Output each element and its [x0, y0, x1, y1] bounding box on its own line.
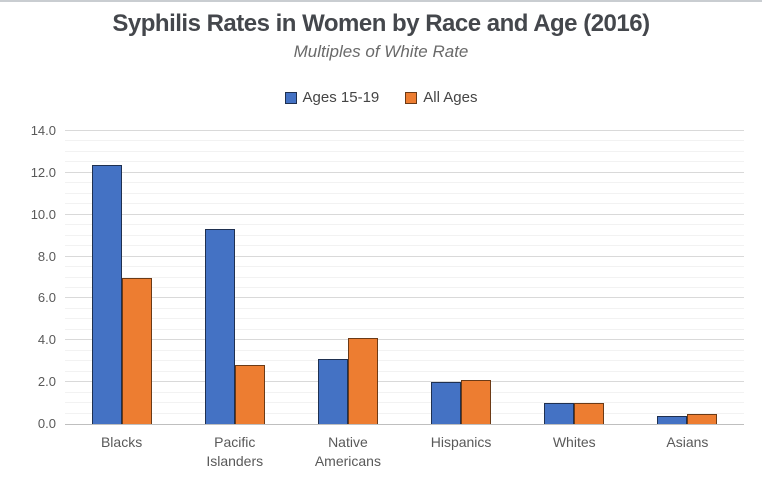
major-gridline	[65, 381, 744, 383]
legend-swatch	[284, 91, 297, 104]
minor-gridline	[65, 182, 744, 184]
plot-area	[65, 130, 744, 425]
x-axis-category-label: Whites	[552, 434, 596, 450]
x-axis-category-label: Asians	[666, 434, 709, 450]
x-axis-category-label: Pacific Islanders	[206, 434, 264, 469]
minor-gridline	[65, 412, 744, 414]
minor-gridline	[65, 140, 744, 142]
major-gridline	[65, 297, 744, 299]
major-gridline	[65, 255, 744, 257]
bar	[431, 382, 462, 424]
bar	[234, 365, 265, 424]
minor-gridline	[65, 402, 744, 404]
minor-gridline	[65, 349, 744, 351]
major-gridline	[65, 213, 744, 215]
minor-gridline	[65, 266, 744, 268]
bar	[544, 403, 575, 424]
minor-gridline	[65, 276, 744, 278]
bar	[574, 403, 605, 424]
minor-gridline	[65, 360, 744, 362]
chart-subtitle: Multiples of White Rate	[293, 42, 469, 61]
minor-gridline	[65, 370, 744, 372]
major-gridline	[65, 339, 744, 341]
y-axis-tick-label: 10.0	[30, 206, 56, 222]
minor-gridline	[65, 224, 744, 226]
y-axis-tick-label: 6.0	[37, 290, 56, 306]
minor-gridline	[65, 150, 744, 152]
minor-gridline	[65, 234, 744, 236]
legend-swatch	[405, 91, 418, 104]
bar	[347, 338, 378, 424]
minor-gridline	[65, 245, 744, 247]
x-axis-category-label: Native Americans	[314, 434, 381, 469]
top-edge	[0, 0, 762, 2]
x-axis-category-label: Blacks	[100, 434, 143, 450]
minor-gridline	[65, 161, 744, 163]
major-gridline	[65, 130, 744, 131]
legend-item: All Ages	[405, 89, 477, 106]
x-axis: Blacks Pacific Islanders Native Americans H…	[65, 433, 744, 477]
x-axis-category-label: Hispanics	[430, 434, 492, 450]
minor-gridline	[65, 203, 744, 205]
minor-gridline	[65, 286, 744, 288]
y-axis-tick-label: 12.0	[30, 164, 56, 180]
y-axis-tick-label: 4.0	[37, 332, 56, 348]
minor-gridline	[65, 328, 744, 330]
y-axis-tick-label: 0.0	[37, 416, 56, 431]
bar	[91, 164, 122, 424]
major-gridline	[65, 171, 744, 173]
bar	[121, 277, 152, 424]
minor-gridline	[65, 318, 744, 320]
legend-label: Ages 15-19	[302, 89, 380, 106]
bar	[657, 415, 688, 424]
y-axis-tick-label: 2.0	[37, 374, 56, 390]
legend-label: All Ages	[423, 89, 478, 106]
bar	[461, 380, 492, 424]
minor-gridline	[65, 307, 744, 309]
legend-item: Ages 15-19	[284, 89, 380, 106]
minor-gridline	[65, 391, 744, 393]
bar	[687, 413, 718, 424]
chart-title: Syphilis Rates in Women by Race and Age …	[112, 10, 650, 37]
minor-gridline	[65, 192, 744, 194]
y-axis-tick-label: 8.0	[37, 248, 56, 264]
legend: Ages 15-19 All Ages	[0, 89, 762, 106]
y-axis-tick-label: 14.0	[30, 123, 56, 138]
bar	[204, 229, 235, 424]
bar	[317, 359, 348, 424]
